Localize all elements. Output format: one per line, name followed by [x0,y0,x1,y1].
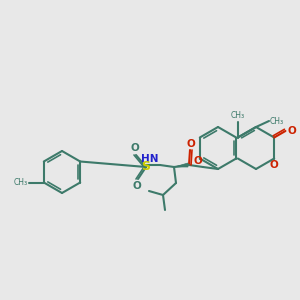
Polygon shape [174,163,188,167]
Text: CH₃: CH₃ [14,178,28,187]
Text: O: O [270,160,279,170]
Text: O: O [193,156,202,166]
Text: S: S [142,160,151,173]
Text: HN: HN [142,154,159,164]
Text: O: O [130,143,140,153]
Text: O: O [287,126,296,136]
Text: O: O [187,139,195,149]
Text: CH₃: CH₃ [231,112,245,121]
Text: CH₃: CH₃ [270,116,284,125]
Text: O: O [133,181,141,191]
